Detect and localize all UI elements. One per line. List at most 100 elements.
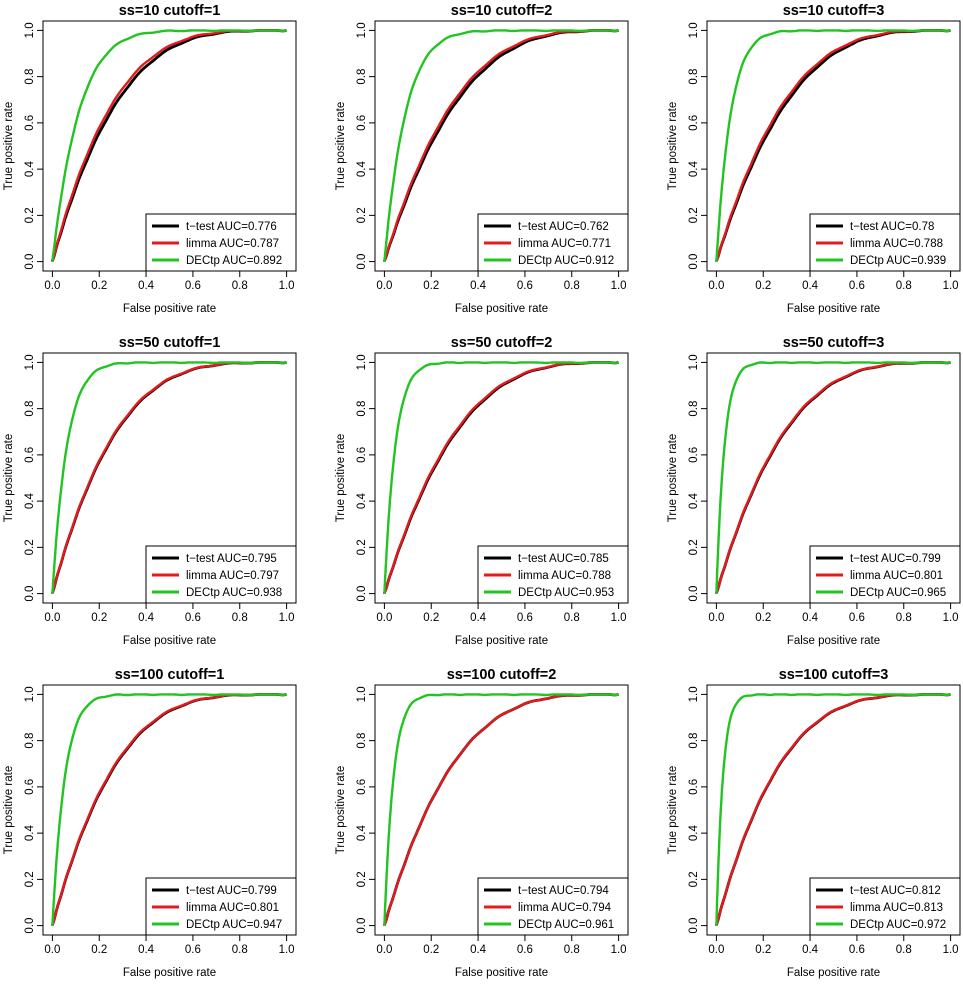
roc-panel-1: ss=10 cutoff=1 False positive rate True po… [3,3,297,315]
y-axis-label: True positive rate [335,102,347,190]
x-axis-label: False positive rate [455,303,548,315]
y-tick-label: 0.2 [356,207,368,223]
roc-panel-9: ss=100 cutoff=3 False positive rate True p… [667,667,961,979]
y-axis-label: True positive rate [667,102,679,190]
y-tick-label: 0.6 [356,447,368,463]
legend: t−test AUC=0.799 limma AUC=0.801 DECtp AUC… [145,877,297,936]
x-tick-label: 0.6 [849,280,865,292]
roc-curve-limma [383,693,619,927]
y-tick-label: 0.6 [688,447,700,463]
roc-curve-limma [51,693,287,927]
y-tick-label: 0.0 [688,918,700,934]
x-tick-label: 0.6 [517,280,533,292]
y-tick-label: 0.2 [356,539,368,555]
y-tick-label: 1.0 [24,22,36,38]
legend: t−test AUC=0.78 limma AUC=0.788 DECtp AUC=… [809,213,961,272]
roc-curve-limma [715,693,951,927]
roc-panel-8: ss=100 cutoff=2 False positive rate True p… [335,667,629,979]
curves [715,29,951,263]
y-tick-label: 0.0 [24,254,36,270]
y-tick-label: 0.0 [24,918,36,934]
y-tick-label: 1.0 [356,22,368,38]
x-tick-label: 0.4 [138,944,155,956]
legend-entry: DECtp AUC=0.938 [186,587,282,599]
x-tick-label: 0.8 [896,280,912,292]
y-tick-label: 0.2 [24,207,36,223]
panel-title: ss=50 cutoff=1 [119,335,221,351]
x-tick-label: 1.0 [943,944,959,956]
curves [715,693,951,927]
y-tick-label: 0.0 [356,586,368,602]
roc-curve-limma [715,29,951,263]
legend-entry: t−test AUC=0.785 [518,553,609,565]
x-tick-label: 0.6 [849,612,865,624]
legend-entry: limma AUC=0.787 [186,238,279,250]
panel-title: ss=100 cutoff=3 [779,667,889,683]
x-tick-label: 0.4 [802,612,819,624]
legend-entry: limma AUC=0.797 [186,570,279,582]
x-tick-label: 1.0 [611,280,627,292]
y-axis-label: True positive rate [335,434,347,522]
legend: t−test AUC=0.762 limma AUC=0.771 DECtp AUC… [477,213,629,272]
y-axis-label: True positive rate [667,434,679,522]
x-tick-label: 0.8 [896,612,912,624]
legend-entry: t−test AUC=0.795 [186,553,277,565]
x-tick-label: 0.6 [185,944,201,956]
y-tick-label: 0.0 [356,254,368,270]
legend: t−test AUC=0.776 limma AUC=0.787 DECtp AUC… [145,213,297,272]
y-tick-label: 0.2 [24,871,36,887]
y-tick-label: 1.0 [688,354,700,370]
x-axis-label: False positive rate [455,967,548,979]
roc-curve-dectp [51,693,287,927]
y-tick-label: 0.6 [688,779,700,795]
y-tick-label: 1.0 [24,354,36,370]
x-axis-label: False positive rate [787,303,880,315]
x-tick-label: 1.0 [279,612,295,624]
y-tick-label: 0.0 [688,254,700,270]
x-tick-label: 0.0 [44,944,60,956]
curves [383,29,619,263]
x-tick-label: 0.8 [564,944,580,956]
x-axis-label: False positive rate [123,303,216,315]
y-tick-label: 0.6 [24,447,36,463]
roc-curve-limma [51,29,287,263]
x-tick-label: 0.8 [232,280,248,292]
x-tick-label: 0.2 [755,280,771,292]
y-tick-label: 0.2 [688,539,700,555]
legend-entry: limma AUC=0.788 [518,570,611,582]
x-tick-label: 0.0 [708,944,724,956]
legend-entry: limma AUC=0.801 [850,570,943,582]
roc-curve-dectp [383,693,619,926]
y-tick-label: 0.8 [688,69,700,85]
x-tick-label: 0.0 [708,280,724,292]
panel-title: ss=10 cutoff=1 [119,3,221,19]
x-axis-label: False positive rate [123,967,216,979]
y-axis-label: True positive rate [3,102,15,190]
legend: t−test AUC=0.799 limma AUC=0.801 DECtp AUC… [809,545,961,604]
legend-entry: DECtp AUC=0.961 [518,919,614,931]
legend-entry: DECtp AUC=0.939 [850,255,946,267]
y-tick-label: 0.0 [356,918,368,934]
roc-curve-dectp [383,29,619,263]
curves [51,29,287,263]
x-tick-label: 0.2 [423,612,439,624]
panel-title: ss=50 cutoff=3 [783,335,885,351]
y-tick-label: 0.4 [24,825,36,842]
y-axis-label: True positive rate [3,766,15,854]
y-tick-label: 0.0 [688,586,700,602]
x-tick-label: 0.6 [517,612,533,624]
legend: t−test AUC=0.785 limma AUC=0.788 DECtp AUC… [477,545,629,604]
x-tick-label: 1.0 [943,280,959,292]
x-tick-label: 0.4 [470,944,487,956]
y-tick-label: 0.4 [24,493,36,510]
legend: t−test AUC=0.794 limma AUC=0.794 DECtp AUC… [477,877,629,936]
x-axis-label: False positive rate [123,635,216,647]
roc-curve-limma [383,29,619,263]
y-tick-label: 0.6 [356,115,368,131]
roc-curve-limma [51,361,287,595]
x-axis-label: False positive rate [787,635,880,647]
y-tick-label: 1.0 [688,686,700,702]
panel-title: ss=100 cutoff=2 [447,667,557,683]
legend-entry: DECtp AUC=0.972 [850,919,946,931]
x-tick-label: 0.2 [423,944,439,956]
